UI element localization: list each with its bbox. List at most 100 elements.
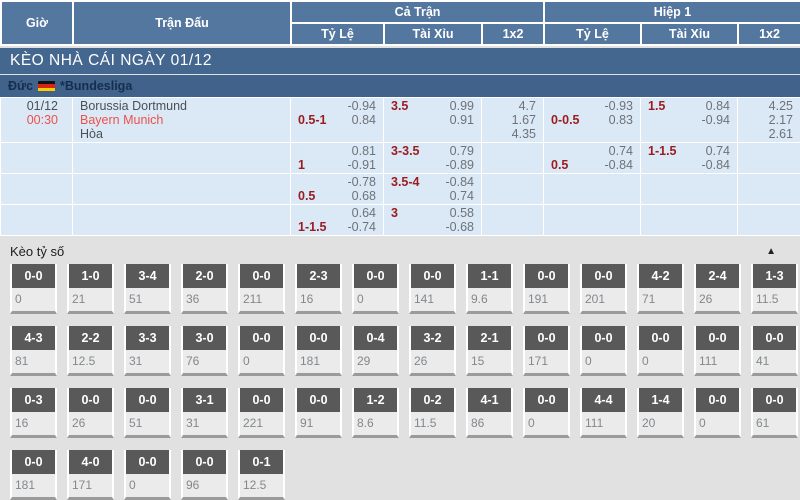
score-cell[interactable]: 0-0 0: [124, 450, 171, 500]
odds-cell-h1-overunder[interactable]: 1.5 0.84 -0.94: [640, 97, 738, 143]
score-cell[interactable]: 1-2 8.6: [352, 388, 399, 438]
odds-value: -0.94: [347, 99, 377, 113]
score-cell[interactable]: 2-2 12.5: [67, 326, 114, 376]
score-cell[interactable]: 0-0 191: [523, 264, 570, 314]
score-cell[interactable]: 3-2 26: [409, 326, 456, 376]
score-label: 0-0: [582, 264, 625, 288]
score-cell[interactable]: 0-0 201: [580, 264, 627, 314]
score-cell[interactable]: 0-0 0: [637, 326, 684, 376]
odds-cell-h1-1x2[interactable]: 4.25 2.17 2.61: [737, 97, 800, 143]
score-cell[interactable]: 4-0 171: [67, 450, 114, 500]
score-cell[interactable]: 4-2 71: [637, 264, 684, 314]
score-cell[interactable]: 0-0 61: [751, 388, 798, 438]
handicap-value: 3-3.5: [391, 144, 420, 158]
score-cell[interactable]: 0-0 0: [238, 326, 285, 376]
odds-values: 0.74 -0.84: [648, 144, 731, 172]
score-cell[interactable]: 3-1 31: [181, 388, 228, 438]
collapse-arrow-icon[interactable]: ▲: [766, 245, 776, 257]
score-cell[interactable]: 0-0 0: [523, 388, 570, 438]
score-cell[interactable]: 0-0 181: [10, 450, 57, 500]
score-label: 0-0: [126, 388, 169, 412]
odds-cell-ft-handicap[interactable]: 1-1.5 0.64 -0.74: [290, 204, 384, 236]
score-label: 2-4: [696, 264, 739, 288]
score-cell[interactable]: 2-0 36: [181, 264, 228, 314]
odds-cell-h1-handicap[interactable]: [543, 204, 641, 236]
score-cell[interactable]: 1-4 20: [637, 388, 684, 438]
odds-cell-ft-handicap[interactable]: 0.5-1 -0.94 0.84: [290, 97, 384, 143]
away-team[interactable]: Bayern Munich: [80, 113, 164, 127]
odds-cell-ft-1x2[interactable]: [481, 173, 544, 205]
score-cell[interactable]: 0-0 0: [352, 264, 399, 314]
score-cell[interactable]: 3-4 51: [124, 264, 171, 314]
score-cell[interactable]: 0-0 171: [523, 326, 570, 376]
odds-cell-h1-handicap[interactable]: 0-0.5 -0.93 0.83: [543, 97, 641, 143]
score-cell[interactable]: 1-0 21: [67, 264, 114, 314]
odds-cell-content: 4.7 1.67 4.35: [482, 98, 543, 142]
score-cell[interactable]: 0-0 181: [295, 326, 342, 376]
score-cell[interactable]: 0-4 29: [352, 326, 399, 376]
odds-cell-h1-overunder[interactable]: [640, 204, 738, 236]
score-cell[interactable]: 0-0 211: [238, 264, 285, 314]
score-odds-value: 0: [528, 416, 535, 430]
odds-cell-content: 3.5 0.99 0.91: [384, 98, 481, 142]
score-cell[interactable]: 0-0 221: [238, 388, 285, 438]
odds-cell-ft-1x2[interactable]: [481, 204, 544, 236]
odds-values: -0.94 0.84: [298, 99, 377, 127]
league-bar[interactable]: Đức *Bundesliga: [0, 75, 800, 97]
odds-cell-ft-overunder[interactable]: 3-3.5 0.79 -0.89: [383, 142, 482, 174]
odds-cell-ft-1x2[interactable]: 4.7 1.67 4.35: [481, 97, 544, 143]
score-cell[interactable]: 0-0 41: [751, 326, 798, 376]
odds-cell-h1-1x2[interactable]: [737, 142, 800, 174]
draw-label[interactable]: Hòa: [80, 127, 103, 141]
score-cell[interactable]: 2-4 26: [694, 264, 741, 314]
odds-cell-h1-overunder[interactable]: [640, 173, 738, 205]
score-cell[interactable]: 4-1 86: [466, 388, 513, 438]
odds-cell-ft-overunder[interactable]: 3 0.58 -0.68: [383, 204, 482, 236]
odds-value: -0.91: [347, 158, 377, 172]
score-cell[interactable]: 4-3 81: [10, 326, 57, 376]
score-odds-value: 51: [129, 292, 143, 306]
odds-cell-content: [738, 174, 800, 204]
score-cell[interactable]: 0-1 12.5: [238, 450, 285, 500]
score-odds-value: 71: [642, 292, 656, 306]
score-row: 0-0 0 1-0 21 3-4 51 2-0 36 0-0 211 2-3 16 0-0 0 0-0 141…: [10, 264, 800, 314]
score-cell[interactable]: 0-0 111: [694, 326, 741, 376]
score-cell[interactable]: 2-1 15: [466, 326, 513, 376]
score-cell[interactable]: 4-4 111: [580, 388, 627, 438]
score-cell[interactable]: 0-0 0: [10, 264, 57, 314]
score-odds-value: 20: [642, 416, 656, 430]
score-cell[interactable]: 2-3 16: [295, 264, 342, 314]
odds-cell-ft-overunder[interactable]: 3.5 0.99 0.91: [383, 97, 482, 143]
score-cell[interactable]: 0-0 96: [181, 450, 228, 500]
score-odds-value: 0: [129, 478, 136, 492]
score-cell[interactable]: 3-3 31: [124, 326, 171, 376]
odds-value: -0.84: [701, 158, 731, 172]
odds-cell-h1-1x2[interactable]: [737, 204, 800, 236]
odds-cell-h1-handicap[interactable]: 0.5 0.74 -0.84: [543, 142, 641, 174]
odds-cell-ft-handicap[interactable]: 0.5 -0.78 0.68: [290, 173, 384, 205]
odds-cell-h1-overunder[interactable]: 1-1.5 0.74 -0.84: [640, 142, 738, 174]
score-cell[interactable]: 0-0 26: [67, 388, 114, 438]
odds-cell-h1-1x2[interactable]: [737, 173, 800, 205]
odds-cell-h1-handicap[interactable]: [543, 173, 641, 205]
odds-value: -0.94: [701, 113, 731, 127]
score-cell[interactable]: 0-0 141: [409, 264, 456, 314]
score-cell[interactable]: 0-0 0: [694, 388, 741, 438]
score-cell[interactable]: 0-2 11.5: [409, 388, 456, 438]
score-cell[interactable]: 1-1 9.6: [466, 264, 513, 314]
home-team[interactable]: Borussia Dortmund: [80, 99, 187, 113]
score-cell[interactable]: 0-0 51: [124, 388, 171, 438]
score-cell[interactable]: 0-3 16: [10, 388, 57, 438]
odds-cell-ft-1x2[interactable]: [481, 142, 544, 174]
score-cell[interactable]: 0-0 0: [580, 326, 627, 376]
score-cell[interactable]: 3-0 76: [181, 326, 228, 376]
odds-cell-content: [482, 174, 543, 204]
odds-table-body: 01/12 00:30 Borussia Dortmund Bayern Munich…: [0, 97, 800, 236]
score-section-header[interactable]: Kèo tỷ số ▲: [0, 238, 800, 264]
score-odds-value: 141: [414, 292, 435, 306]
odds-cell-ft-handicap[interactable]: 1 0.81 -0.91: [290, 142, 384, 174]
score-cell[interactable]: 0-0 91: [295, 388, 342, 438]
score-cell[interactable]: 1-3 11.5: [751, 264, 798, 314]
score-odds-value: 12.5: [72, 354, 96, 368]
odds-cell-ft-overunder[interactable]: 3.5-4 -0.84 0.74: [383, 173, 482, 205]
